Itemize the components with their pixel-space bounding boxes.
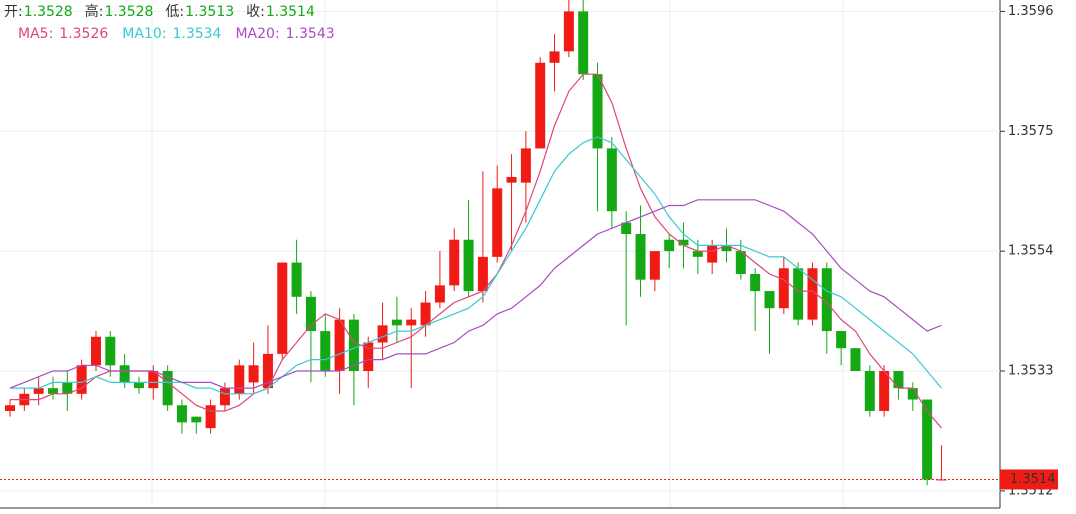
- y-tick-label: 1.3554: [1008, 244, 1054, 259]
- candle-body: [807, 268, 818, 320]
- candle-body: [377, 325, 388, 343]
- candle-body: [907, 388, 918, 400]
- candle-body: [793, 268, 804, 320]
- legend-name: MA20:: [235, 26, 279, 42]
- candle-body: [33, 388, 44, 394]
- candle-body: [578, 11, 589, 75]
- ma-line: [9, 199, 942, 389]
- info-label: 收:: [246, 4, 265, 20]
- ma-line: [10, 136, 942, 395]
- candle-body: [893, 371, 904, 389]
- candle-body: [47, 388, 58, 394]
- info-value: 1.3528: [24, 4, 73, 20]
- candle-body: [205, 405, 216, 429]
- candle-body: [119, 365, 130, 383]
- candle-body: [277, 262, 288, 354]
- candle-body: [750, 273, 761, 292]
- candle-body: [520, 148, 531, 183]
- info-label: 高:: [85, 3, 104, 20]
- candle-body: [406, 319, 417, 326]
- candle-body: [592, 74, 603, 149]
- candle-body: [5, 405, 15, 411]
- legend-value: 1.3526: [59, 26, 108, 42]
- candle-body: [148, 371, 159, 389]
- candle-body: [735, 251, 746, 274]
- candle-body: [305, 296, 316, 332]
- legend-name: MA10:: [122, 26, 166, 42]
- info-value: 1.3528: [104, 4, 153, 20]
- candle-body: [348, 319, 359, 372]
- candle-body: [334, 319, 345, 372]
- legend-value: 1.3534: [172, 26, 221, 42]
- candle-body: [621, 222, 632, 235]
- candle-body: [105, 336, 116, 366]
- candle-body: [836, 331, 847, 349]
- candle-body: [291, 262, 302, 297]
- candle-body: [649, 251, 660, 280]
- candle-body: [191, 416, 202, 423]
- candle-body: [864, 371, 875, 411]
- candle-body: [62, 382, 73, 394]
- candle-body: [219, 388, 230, 406]
- candle-body: [606, 148, 617, 212]
- info-label: 开:: [4, 4, 23, 20]
- info-value: 1.3513: [185, 4, 234, 20]
- candle-body: [549, 51, 560, 63]
- last-price-label: 1.3514: [1010, 472, 1056, 487]
- candle-body: [506, 176, 517, 183]
- y-tick-label: 1.3533: [1008, 364, 1054, 379]
- candle-body: [463, 239, 474, 292]
- candle-body: [664, 239, 675, 252]
- candle-body: [176, 405, 187, 423]
- candle-body: [721, 245, 732, 252]
- candle-body: [535, 62, 546, 149]
- info-label: 低:: [165, 4, 184, 20]
- candle-body: [234, 365, 245, 394]
- candle-body: [850, 348, 861, 372]
- candle-body: [764, 291, 775, 309]
- candle-body: [922, 399, 933, 480]
- y-tick-label: 1.3575: [1008, 124, 1054, 139]
- candle-body: [262, 353, 273, 389]
- candle-body: [162, 371, 173, 406]
- candle-body: [821, 268, 832, 332]
- candle-body: [563, 11, 574, 52]
- candle-body: [879, 371, 890, 411]
- candle-body: [492, 188, 503, 257]
- candle-body: [420, 302, 431, 326]
- legend-value: 1.3543: [286, 26, 335, 42]
- candle-body: [133, 382, 144, 389]
- last-price-box: [1000, 469, 1058, 490]
- candle-body: [320, 331, 331, 372]
- candle-body: [692, 251, 703, 257]
- y-tick-label: 1.3596: [1008, 4, 1054, 19]
- candle-body: [248, 365, 259, 383]
- candle-body: [678, 239, 689, 246]
- candle-body: [635, 234, 646, 280]
- candle-body: [391, 319, 402, 326]
- legend-name: MA5:: [18, 26, 53, 42]
- candle-body: [90, 336, 101, 366]
- candle-body: [778, 268, 789, 309]
- candle-body: [449, 239, 460, 286]
- candle-body: [76, 365, 87, 394]
- candle-body: [363, 342, 374, 372]
- candle-body: [477, 256, 488, 292]
- info-value: 1.3514: [266, 4, 315, 20]
- candle-body: [707, 245, 718, 263]
- candle-body: [434, 285, 445, 303]
- ma-line: [10, 73, 942, 429]
